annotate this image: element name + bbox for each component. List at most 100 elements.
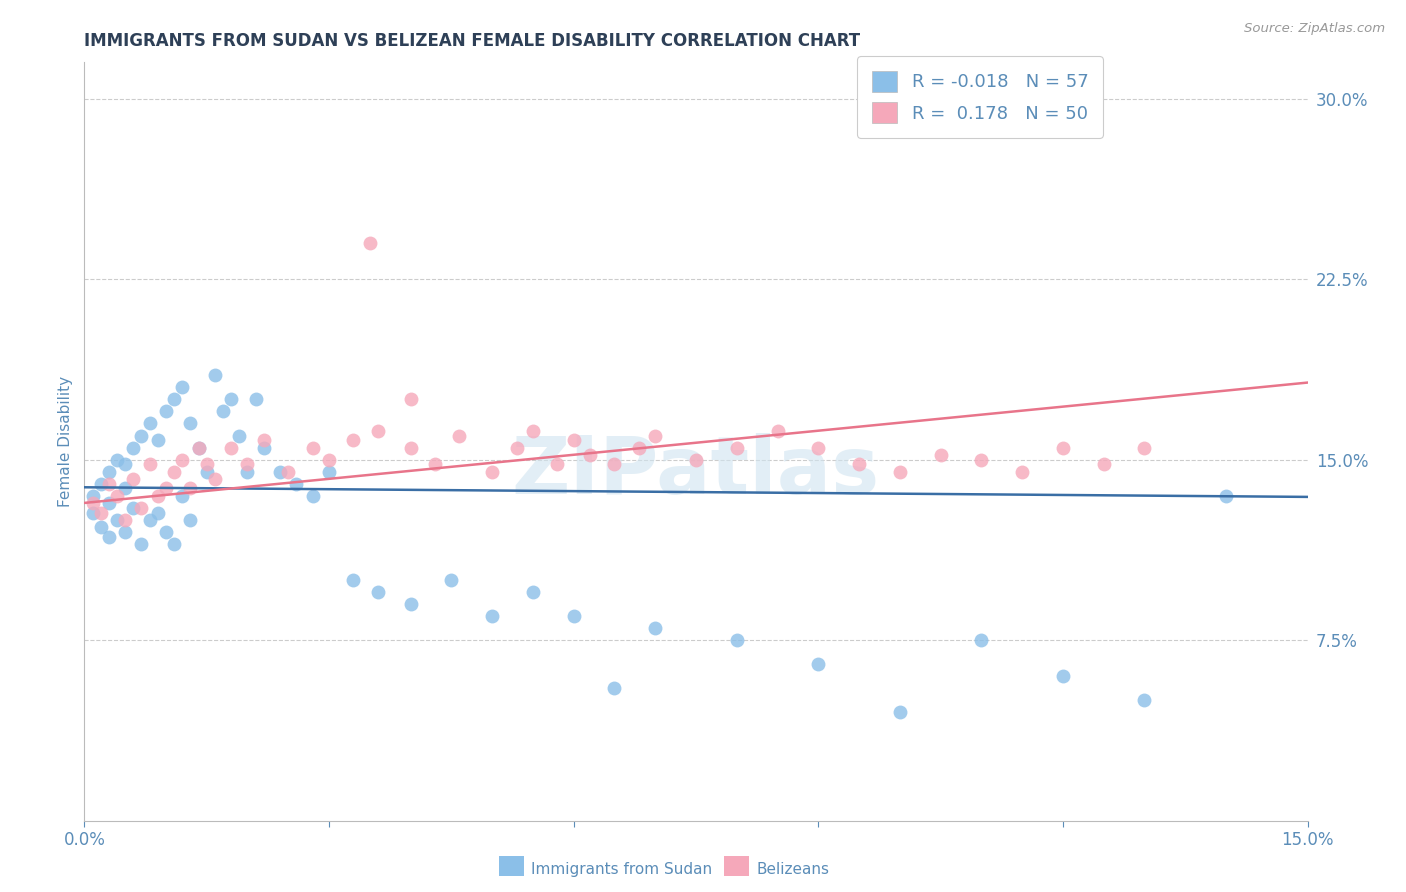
Point (155, 524, 177, 539)
Point (122, 441, 145, 455)
Point (1011, 465, 1033, 479)
Point (522, 424, 544, 438)
Point (440, 573, 463, 587)
Point (204, 472, 226, 486)
Point (146, 434, 169, 448)
Point (138, 417, 160, 431)
Point (90, 476, 112, 491)
Point (97, 530, 120, 544)
Point (1133, 441, 1156, 455)
Point (138, 458, 160, 472)
Point (522, 585, 544, 599)
Point (627, 441, 650, 455)
Point (187, 441, 209, 455)
Point (97, 465, 120, 479)
Point (82, 489, 104, 503)
Point (253, 441, 276, 455)
Text: Source: ZipAtlas.com: Source: ZipAtlas.com (1244, 22, 1385, 36)
Point (1133, 693, 1156, 707)
Point (82, 506, 104, 520)
Point (562, 609, 585, 624)
Point (90, 506, 112, 520)
Point (122, 472, 145, 486)
Point (179, 482, 201, 496)
Point (644, 428, 666, 442)
Point (228, 428, 250, 442)
Point (644, 621, 666, 635)
Text: Belizeans: Belizeans (756, 863, 830, 877)
Point (807, 441, 830, 455)
Point (301, 489, 323, 503)
Point (562, 434, 585, 448)
Point (114, 524, 136, 539)
Point (725, 441, 748, 455)
Point (970, 633, 993, 648)
Point (1092, 458, 1115, 472)
Point (1052, 669, 1074, 683)
Point (253, 434, 276, 448)
Title: IMMIGRANTS FROM SUDAN VS BELIZEAN FEMALE DISABILITY CORRELATION CHART: IMMIGRANTS FROM SUDAN VS BELIZEAN FEMALE… (84, 32, 860, 50)
Point (359, 235, 381, 250)
Point (155, 482, 177, 496)
Point (399, 441, 422, 455)
Point (195, 458, 218, 472)
Point (399, 392, 422, 407)
Point (889, 465, 911, 479)
Point (179, 513, 201, 527)
Point (172, 452, 194, 467)
Point (172, 380, 194, 394)
Point (219, 392, 242, 407)
Point (131, 500, 153, 515)
Point (105, 513, 128, 527)
Point (603, 681, 626, 696)
Point (105, 489, 128, 503)
Legend: R = -0.018   N = 57, R =  0.178   N = 50: R = -0.018 N = 57, R = 0.178 N = 50 (858, 56, 1102, 137)
Point (187, 441, 209, 455)
Point (685, 452, 707, 467)
Point (122, 500, 145, 515)
Point (505, 441, 527, 455)
Point (285, 476, 308, 491)
Point (114, 513, 136, 527)
Point (807, 657, 830, 672)
Point (163, 465, 186, 479)
Point (766, 424, 789, 438)
Point (1052, 441, 1074, 455)
Point (318, 452, 340, 467)
Point (301, 441, 323, 455)
Point (481, 465, 503, 479)
Y-axis label: Female Disability: Female Disability (58, 376, 73, 508)
Point (155, 404, 177, 418)
Point (146, 489, 169, 503)
Point (146, 506, 169, 520)
Point (342, 434, 364, 448)
Point (90, 520, 112, 534)
Point (131, 428, 153, 442)
Text: ZIPatlas: ZIPatlas (512, 433, 880, 511)
Point (212, 404, 235, 418)
Point (195, 465, 218, 479)
Point (848, 458, 870, 472)
Point (131, 537, 153, 551)
Point (105, 452, 128, 467)
Point (236, 465, 259, 479)
Point (236, 458, 259, 472)
Point (163, 537, 186, 551)
Point (277, 465, 299, 479)
Point (114, 482, 136, 496)
Text: Immigrants from Sudan: Immigrants from Sudan (531, 863, 713, 877)
Point (603, 458, 626, 472)
Point (579, 448, 602, 462)
Point (367, 424, 389, 438)
Point (318, 465, 340, 479)
Point (449, 428, 471, 442)
Point (423, 458, 446, 472)
Point (546, 458, 568, 472)
Point (929, 448, 952, 462)
Point (219, 441, 242, 455)
Point (399, 597, 422, 611)
Point (163, 392, 186, 407)
Point (970, 452, 993, 467)
Point (82, 496, 104, 510)
Point (204, 368, 226, 383)
